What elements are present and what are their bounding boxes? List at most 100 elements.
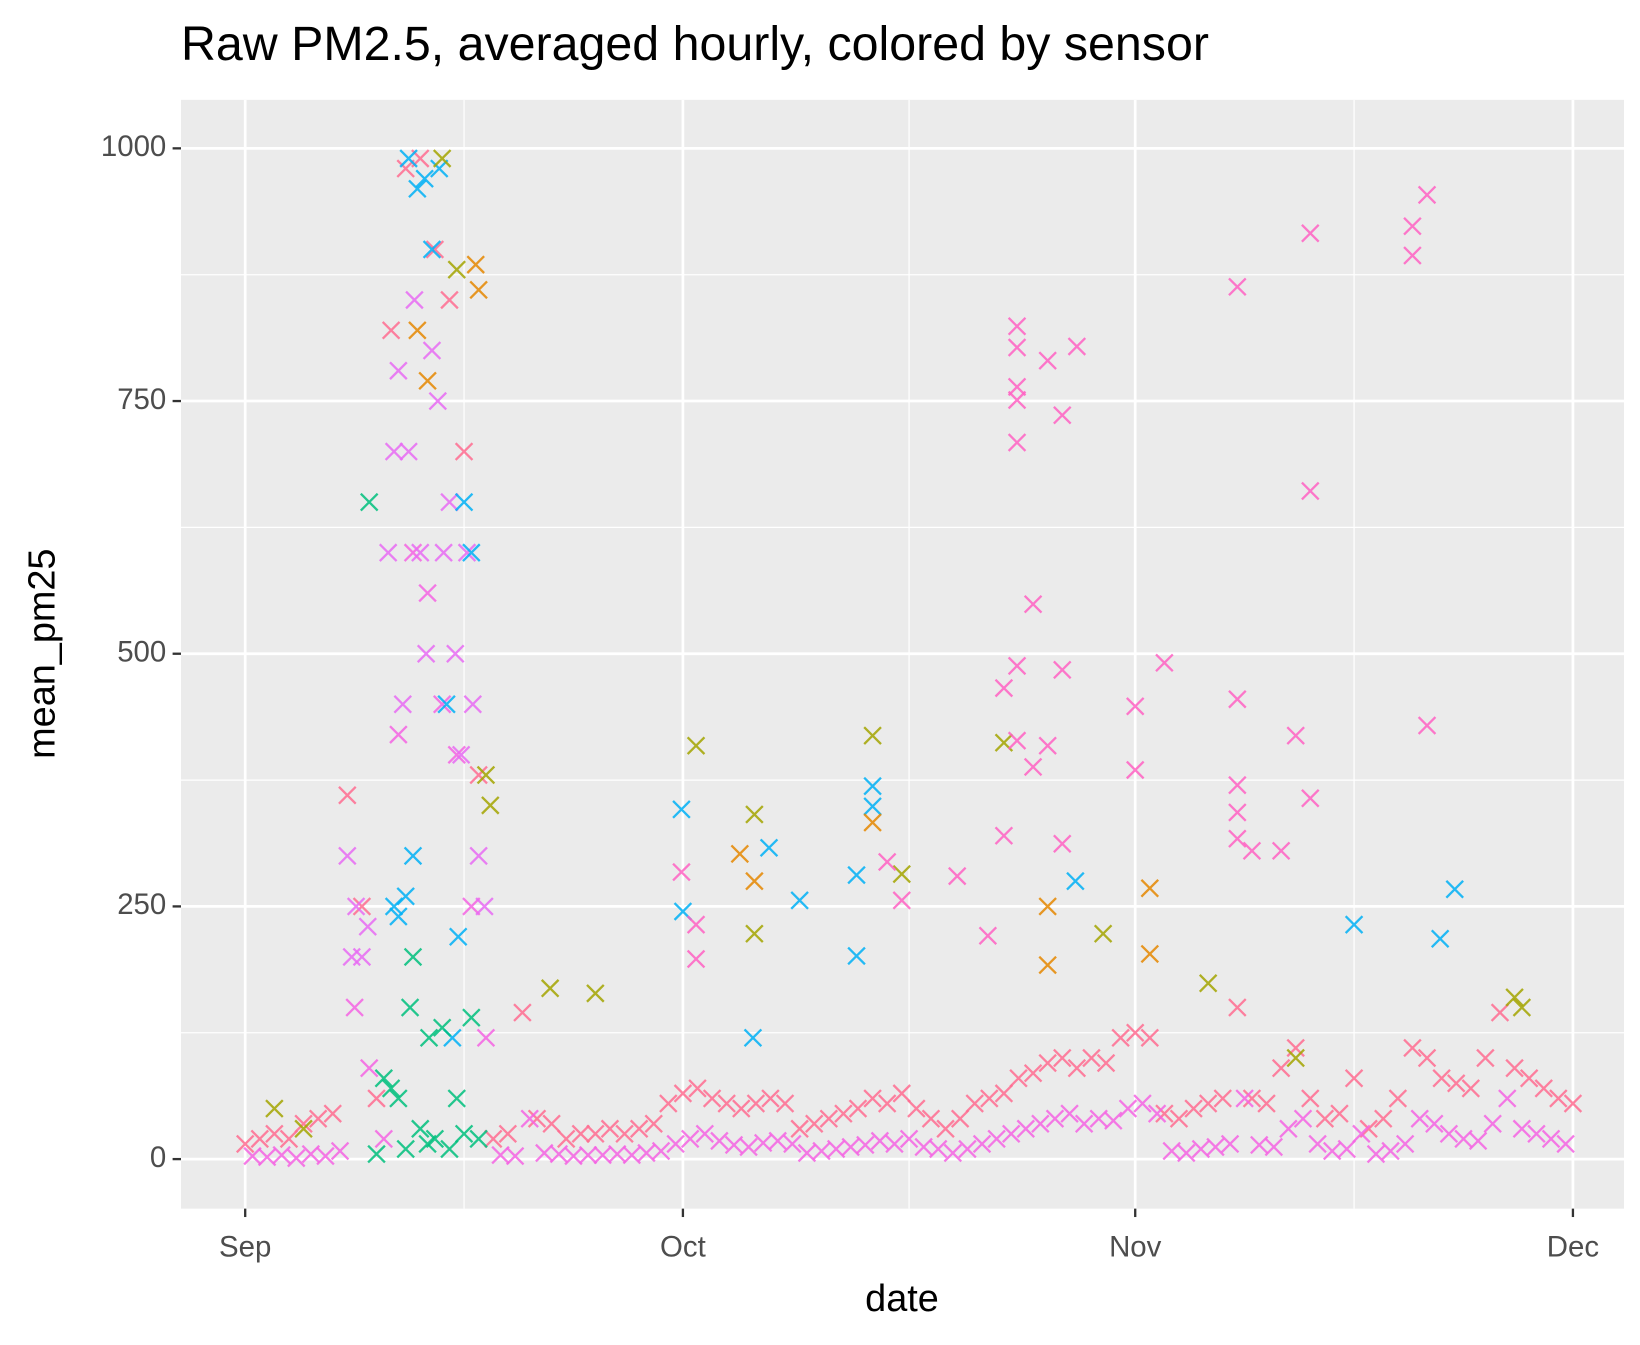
point [1007, 390, 1027, 410]
point [686, 915, 706, 934]
point [491, 1145, 510, 1165]
point [416, 644, 436, 663]
point [686, 949, 706, 969]
point [469, 280, 488, 300]
point [1007, 377, 1027, 397]
point [1016, 1119, 1036, 1138]
point [330, 1141, 350, 1161]
point [411, 543, 430, 562]
point [710, 1131, 729, 1151]
point [463, 695, 483, 714]
point [1271, 841, 1291, 861]
point [1344, 1069, 1364, 1088]
point [1009, 1069, 1028, 1088]
point [316, 1146, 335, 1166]
point [454, 492, 474, 512]
point [1023, 1063, 1043, 1083]
point [1082, 1048, 1101, 1068]
point [1527, 1124, 1546, 1144]
axes: 0 250 500 750 1000 Sep Oct Nov Dec [101, 130, 1599, 1263]
point [447, 260, 466, 279]
point [428, 391, 448, 411]
point [578, 1145, 598, 1165]
point [1301, 789, 1320, 808]
point [411, 1119, 430, 1138]
point [338, 786, 357, 805]
point [978, 926, 998, 945]
y-tick-label: 750 [117, 383, 166, 416]
point [1301, 481, 1320, 501]
point [454, 442, 474, 461]
point [1038, 1053, 1057, 1073]
point [1198, 1094, 1218, 1113]
point [1541, 1129, 1561, 1149]
point [586, 984, 605, 1003]
point [1177, 1143, 1196, 1163]
point [1074, 1114, 1094, 1133]
point [1468, 1131, 1488, 1151]
point [1512, 998, 1532, 1017]
point [686, 736, 706, 755]
point [1066, 871, 1085, 891]
point [540, 979, 560, 998]
x-tick-label: Nov [1109, 1230, 1162, 1263]
point [761, 1089, 780, 1108]
point [308, 1109, 328, 1128]
x-tick-label: Oct [660, 1230, 706, 1263]
point [790, 891, 809, 910]
point [448, 927, 468, 946]
point [870, 1131, 890, 1151]
point [892, 1084, 911, 1103]
point [415, 169, 434, 188]
point [1505, 1058, 1524, 1078]
point [425, 1129, 445, 1149]
point [513, 1003, 532, 1022]
point [400, 998, 420, 1017]
point [1053, 834, 1072, 853]
point [1133, 1094, 1152, 1113]
point [666, 1134, 685, 1154]
point [848, 1099, 868, 1118]
point [1483, 1114, 1502, 1133]
point [1060, 1104, 1079, 1123]
point [279, 1129, 299, 1149]
point [571, 1124, 591, 1144]
point [1519, 1069, 1539, 1088]
point [462, 897, 481, 916]
point [384, 442, 404, 461]
point [535, 1143, 554, 1163]
point [847, 946, 866, 966]
point [759, 838, 779, 858]
point [359, 492, 379, 512]
point [856, 1135, 875, 1155]
point [1228, 803, 1247, 822]
point [863, 776, 882, 796]
point [745, 924, 764, 943]
point [1476, 1048, 1495, 1068]
point [929, 1139, 948, 1159]
point [367, 1089, 386, 1108]
point [469, 765, 488, 785]
point [680, 1129, 700, 1149]
point [1403, 246, 1422, 265]
point [950, 1109, 970, 1128]
point [1315, 1109, 1335, 1128]
point [1235, 1089, 1254, 1108]
point [1125, 760, 1145, 780]
point [775, 1094, 795, 1113]
point [440, 492, 459, 512]
point [265, 1099, 284, 1118]
x-axis-title: date [865, 1278, 939, 1320]
point [947, 866, 967, 886]
point [1206, 1137, 1225, 1157]
point [454, 1124, 474, 1144]
point [323, 1104, 342, 1123]
point [1446, 1074, 1466, 1093]
point [1023, 757, 1043, 777]
point [389, 1089, 408, 1108]
point [1169, 1109, 1189, 1128]
point [447, 1089, 466, 1108]
point [943, 1143, 963, 1163]
point [790, 1119, 809, 1138]
point [1228, 829, 1247, 848]
